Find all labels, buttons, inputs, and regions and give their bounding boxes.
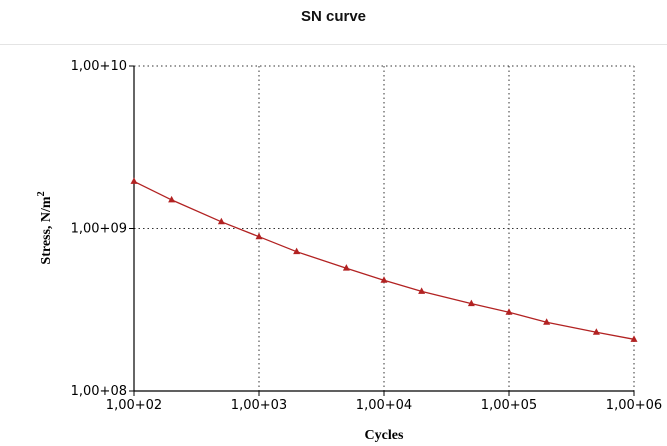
title-divider	[0, 44, 667, 45]
x-tick-label: 1,00+03	[231, 398, 287, 413]
data-point-marker	[380, 276, 388, 283]
data-point-marker	[418, 287, 426, 294]
y-axis-label-superscript: 2	[36, 191, 47, 196]
data-point-marker	[467, 299, 475, 307]
tick-labels: 1,00+02 1,00+03 1,00+04 1,00+05 1,00+06 1,00+…	[71, 59, 663, 413]
data-point-marker	[130, 177, 138, 184]
x-tick-label: 1,00+06	[606, 398, 662, 413]
data-point-marker	[543, 318, 551, 325]
x-tick-label: 1,00+04	[356, 398, 412, 413]
y-axis-label: Stress, N/m2	[36, 191, 54, 264]
x-tick-label: 1,00+05	[481, 398, 537, 413]
y-axis-label-text: Stress, N/m	[39, 196, 54, 265]
data-point-marker	[592, 328, 600, 335]
data-point-marker	[505, 308, 513, 315]
data-point-marker	[342, 264, 350, 271]
data-point-marker	[168, 195, 176, 203]
axis-ticks	[129, 65, 635, 396]
x-tick-label: 1,00+02	[106, 398, 162, 413]
x-axis-label: Cycles	[365, 428, 404, 443]
data-point-marker	[217, 217, 225, 225]
data-point-marker	[255, 232, 263, 240]
series-markers	[130, 177, 638, 342]
y-tick-label: 1,00+08	[71, 384, 127, 399]
y-tick-label: 1,00+09	[71, 222, 127, 237]
data-point-marker	[630, 335, 638, 342]
chart-title: SN curve	[300, 8, 367, 25]
data-point-marker	[293, 247, 301, 255]
y-tick-label: 1,00+10	[71, 59, 127, 74]
